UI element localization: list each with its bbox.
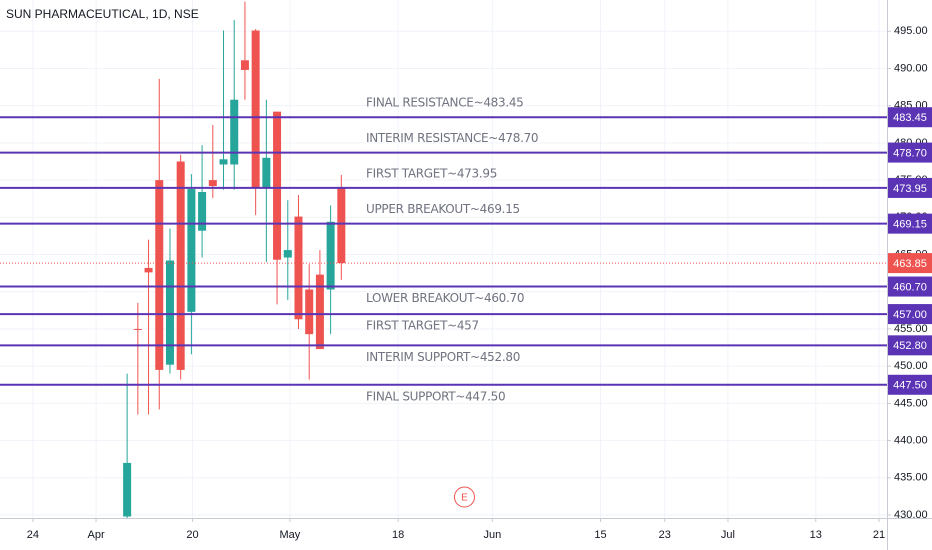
level-price-label: 452.80 [893,340,927,352]
candle-body [176,161,185,370]
level-price-label: 473.95 [893,183,927,195]
level-text: FIRST TARGET~457 [366,319,479,333]
x-tick-label: 20 [186,529,198,541]
level-price-box [888,142,932,163]
candle-body [165,260,174,365]
candle-body [315,274,324,350]
candle-body [219,159,228,165]
level-text: FINAL RESISTANCE~483.45 [366,96,524,110]
event-label: E [461,493,468,504]
level-text: UPPER BREAKOUT~469.15 [366,202,520,216]
chart-title: SUN PHARMACEUTICAL, 1D, NSE [6,7,199,21]
x-tick-label: 23 [659,529,671,541]
level-price-label: 478.70 [893,147,927,159]
candle-body [326,221,335,290]
x-tick-label: Jun [483,529,501,541]
candle-body [198,192,207,231]
candle-body [208,180,217,187]
candle-body [155,180,164,370]
candle-body [187,189,196,312]
x-tick-label: 24 [27,529,39,541]
level-price-box [888,107,932,128]
candle-body [294,216,303,320]
level-text: INTERIM SUPPORT~452.80 [366,350,520,364]
grid [0,0,887,518]
axes: 430.00 435.00 440.00 445.00 450.00 455.00 460.… [27,25,932,541]
x-tick-label: Jul [721,529,735,541]
candle-body [251,30,260,188]
y-tick-label: 445.00 [894,397,928,409]
y-tick-label: 440.00 [894,435,928,447]
candle-body [230,99,239,165]
candle-body [283,250,292,258]
level-price-box [888,213,932,234]
level-text: FINAL SUPPORT~447.50 [366,389,505,403]
x-tick-label: 18 [392,529,404,541]
event-marker [453,486,475,508]
y-tick-label: 455.00 [894,323,928,335]
x-tick-label: 13 [810,529,822,541]
level-price-label: 469.15 [893,219,927,231]
level-text: LOWER BREAKOUT~460.70 [366,291,524,305]
x-tick-label: 15 [594,529,606,541]
level-price-box [888,374,932,395]
candle-body [240,60,249,70]
level-price-box [888,304,932,325]
level-text: FIRST TARGET~473.95 [366,166,497,180]
level-price-box [888,177,932,198]
y-tick-label: 435.00 [894,472,928,484]
y-tick-label: 430.00 [894,509,928,521]
x-tick-label: May [280,529,301,541]
level-price-label: 457.00 [893,309,927,321]
level-price-box [888,335,932,356]
last-price-box [888,253,932,274]
level-text: INTERIM RESISTANCE~478.70 [366,131,538,145]
candle-body [262,157,271,188]
x-tick-label: 21 [873,529,885,541]
level-price-label: 460.70 [893,281,927,293]
candle-body [144,267,153,273]
x-tick-label: Apr [88,529,105,541]
level-price-label: 483.45 [893,112,927,124]
candle-body [133,328,142,330]
level-price-box [888,276,932,297]
candle-body [337,187,346,264]
y-tick-label: 490.00 [894,62,928,74]
plot-area: FINAL RESISTANCE~483.45 INTERIM RESISTANC… [0,1,887,518]
candle-body [123,462,132,517]
candle-body [305,289,314,335]
y-tick-label: 450.00 [894,360,928,372]
level-price-label: 447.50 [893,380,927,392]
last-price-label: 463.85 [893,258,927,270]
y-tick-label: 495.00 [894,25,928,37]
candle-body [273,111,282,260]
